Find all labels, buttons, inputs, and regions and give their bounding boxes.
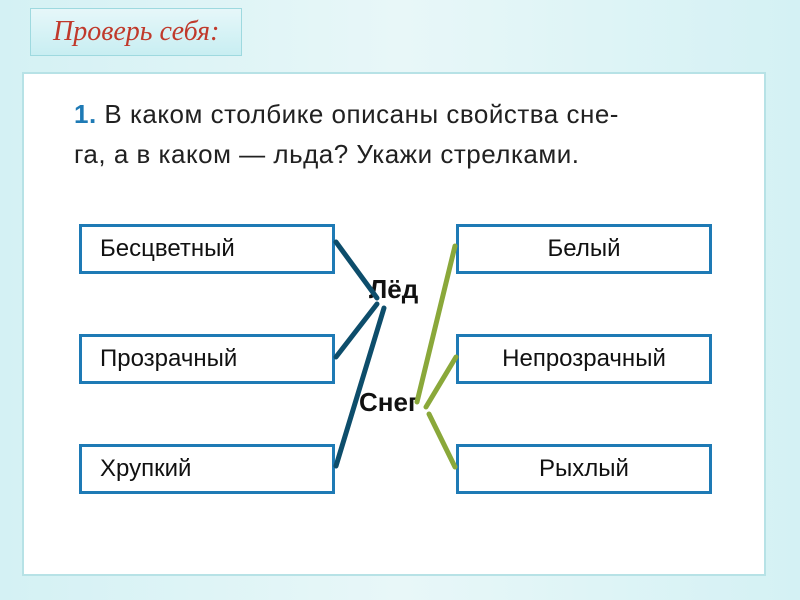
box-left-a-label: Бесцветный [100,235,235,263]
label-snow-text: Снег [359,387,419,417]
label-ice-text: Лёд [369,274,418,304]
box-right-c: Рыхлый [456,444,712,494]
box-left-a: Бесцветный [79,224,335,274]
question-number: 1. [74,99,97,129]
snow-arrows [417,246,456,467]
title-box: Проверь себя: [30,8,242,56]
slide-root: Проверь себя: 1. В каком столбике описан… [0,0,800,600]
label-ice: Лёд [369,274,418,305]
label-snow: Снег [359,387,419,418]
content-panel: 1. В каком столбике описаны свойства сне… [22,72,766,576]
question-line-1: В каком столбике описаны свойства сне- [104,99,619,129]
box-left-c: Хрупкий [79,444,335,494]
box-right-b: Непрозрачный [456,334,712,384]
box-left-b: Прозрачный [79,334,335,384]
question-line-2: га, а в каком — льда? Укажи стрелками. [74,139,579,169]
box-left-c-label: Хрупкий [100,455,191,483]
box-left-b-label: Прозрачный [100,345,237,373]
title-text: Проверь себя: [53,16,219,47]
box-right-b-label: Непрозрачный [502,345,666,373]
box-right-c-label: Рыхлый [539,455,629,483]
question-text: 1. В каком столбике описаны свойства сне… [74,94,714,175]
box-right-a-label: Белый [548,235,621,263]
box-right-a: Белый [456,224,712,274]
